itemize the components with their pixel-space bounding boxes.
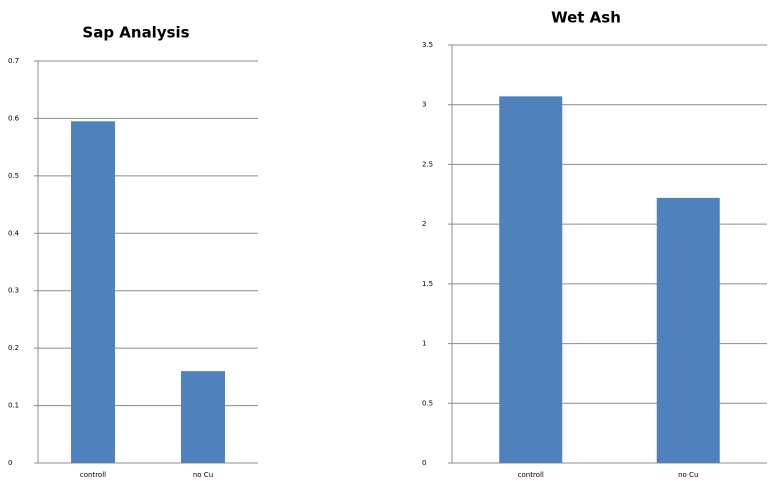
- bar: [71, 121, 115, 464]
- bar: [181, 371, 225, 463]
- y-tick-label: 0.1: [8, 402, 19, 410]
- y-tick-label: 0.3: [8, 287, 19, 295]
- x-tick-label: controll: [80, 471, 106, 479]
- y-tick-label: 0.4: [8, 229, 20, 237]
- y-tick-label: 2.5: [422, 160, 433, 168]
- y-tick-label: 0.5: [8, 172, 19, 180]
- y-tick-label: 0: [422, 459, 426, 467]
- y-tick-label: 3.5: [422, 41, 433, 49]
- y-tick-label: 0.5: [422, 399, 433, 407]
- y-tick-label: 1.5: [422, 280, 433, 288]
- chart-title: Sap Analysis: [82, 24, 189, 42]
- bar: [499, 96, 563, 464]
- x-tick-label: no Cu: [193, 471, 213, 479]
- y-tick-label: 0.2: [8, 344, 19, 352]
- x-tick-label: no Cu: [678, 471, 698, 479]
- y-tick-label: 1: [422, 340, 426, 348]
- y-tick-label: 0.7: [8, 57, 19, 65]
- y-tick-label: 0: [8, 459, 12, 467]
- y-tick-label: 2: [422, 220, 426, 228]
- y-tick-label: 3: [422, 101, 426, 109]
- bar: [656, 197, 720, 463]
- x-tick-label: controll: [518, 471, 544, 479]
- chart-title: Wet Ash: [551, 9, 621, 27]
- y-tick-label: 0.6: [8, 114, 20, 122]
